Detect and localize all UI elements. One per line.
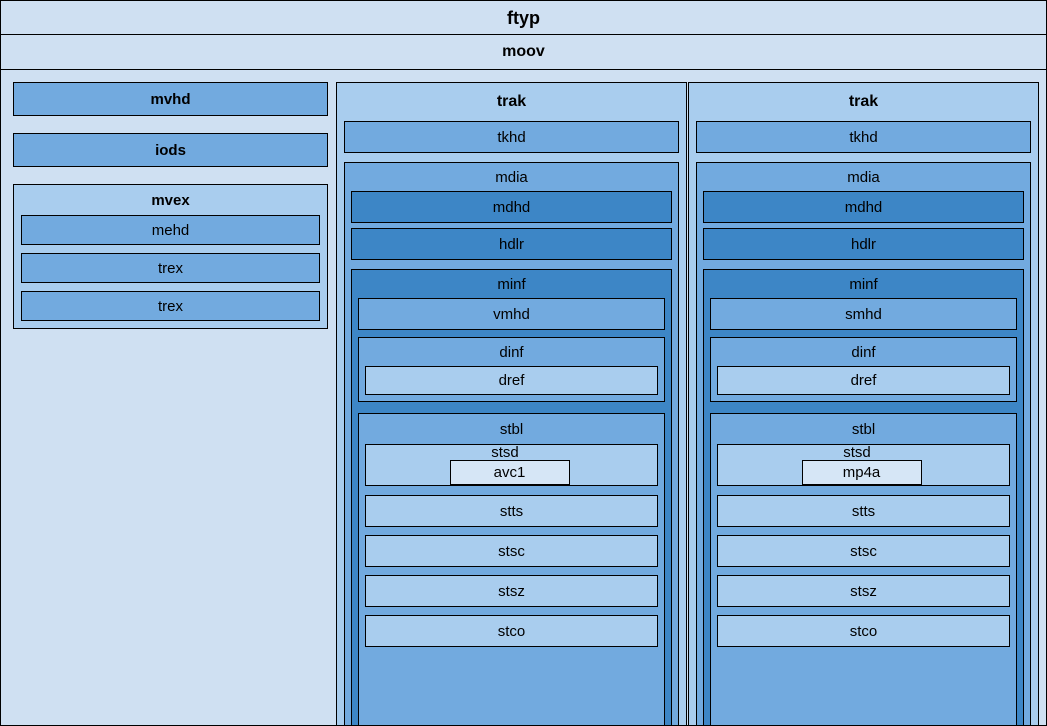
- box-stco-audio-label: stco: [849, 622, 878, 640]
- box-hdlr-audio: hdlr: [703, 228, 1024, 260]
- box-moov-header: moov: [1, 35, 1046, 70]
- box-mdhd-audio-label: mdhd: [844, 198, 883, 216]
- box-mdia-video-header: mdia: [351, 163, 672, 191]
- box-minf-audio-header: minf: [710, 270, 1017, 298]
- box-minf-audio: minf smhd dinf dref: [703, 269, 1024, 725]
- box-mvex: mvex mehd trex trex: [13, 184, 328, 329]
- box-dref-audio: dref: [717, 366, 1010, 395]
- box-trex-2-label: trex: [157, 297, 183, 315]
- box-mdia-video-label: mdia: [495, 168, 528, 186]
- box-iods-label: iods: [155, 141, 186, 159]
- box-dinf-audio: dinf dref: [710, 337, 1017, 402]
- box-mvex-header: mvex: [21, 185, 320, 215]
- box-smhd-label: smhd: [845, 305, 882, 323]
- box-stsd-audio: stsd mp4a: [717, 444, 1010, 486]
- box-stsc-audio-label: stsc: [850, 542, 877, 560]
- box-minf-audio-label: minf: [849, 275, 878, 293]
- box-stts-video: stts: [365, 495, 658, 527]
- box-stco-audio: stco: [717, 615, 1010, 647]
- box-stts-video-label: stts: [499, 502, 524, 520]
- box-codec-avc1-label: avc1: [493, 464, 526, 481]
- box-trak-audio: trak tkhd mdia mdhd hdlr: [688, 82, 1039, 725]
- box-mdia-audio: mdia mdhd hdlr minf smhd: [696, 162, 1031, 725]
- box-vmhd-label: vmhd: [493, 305, 530, 323]
- box-stsc-video-label: stsc: [498, 542, 525, 560]
- box-stsd-video: stsd avc1: [365, 444, 658, 486]
- box-vmhd: vmhd: [358, 298, 665, 330]
- box-ftyp-label: ftyp: [507, 7, 540, 28]
- box-dinf-video-header: dinf: [365, 338, 658, 366]
- box-hdlr-video-label: hdlr: [498, 235, 524, 253]
- box-stbl-audio-header: stbl: [717, 414, 1010, 444]
- box-minf-video-header: minf: [358, 270, 665, 298]
- box-trak-video-label: trak: [496, 93, 527, 110]
- box-stbl-audio: stbl stsd mp4a stts: [710, 413, 1017, 725]
- box-trex-2: trex: [21, 291, 320, 321]
- box-dinf-audio-label: dinf: [851, 343, 876, 361]
- box-stbl-video: stbl stsd avc1 stts: [358, 413, 665, 725]
- box-mdhd-video-label: mdhd: [492, 198, 531, 216]
- box-trak-audio-header: trak: [696, 83, 1031, 121]
- moov-body: mvhd iods mvex mehd trex tr: [1, 70, 1046, 725]
- box-mdia-audio-label: mdia: [847, 168, 880, 186]
- box-tkhd-audio: tkhd: [696, 121, 1031, 153]
- box-iods: iods: [13, 133, 328, 167]
- box-stts-audio-label: stts: [851, 502, 876, 520]
- box-mdia-video: mdia mdhd hdlr minf vmhd: [344, 162, 679, 725]
- box-dinf-audio-header: dinf: [717, 338, 1010, 366]
- box-trex-1: trex: [21, 253, 320, 283]
- box-dref-video: dref: [365, 366, 658, 395]
- box-codec-mp4a: mp4a: [801, 460, 922, 485]
- box-trak-video: trak tkhd mdia mdhd hdlr: [336, 82, 687, 725]
- box-stbl-video-header: stbl: [365, 414, 658, 444]
- box-mvex-label: mvex: [151, 191, 190, 209]
- box-codec-avc1: avc1: [449, 460, 570, 485]
- box-stco-video: stco: [365, 615, 658, 647]
- box-dinf-video-label: dinf: [499, 343, 524, 361]
- box-stsd-audio-label: stsd: [843, 444, 871, 461]
- box-mdia-audio-header: mdia: [703, 163, 1024, 191]
- box-mdhd-audio: mdhd: [703, 191, 1024, 223]
- box-tkhd-audio-label: tkhd: [849, 128, 878, 146]
- box-smhd: smhd: [710, 298, 1017, 330]
- box-ftyp: ftyp: [1, 1, 1046, 35]
- moov-left-column: mvhd iods mvex mehd trex tr: [13, 82, 328, 329]
- box-stsz-audio: stsz: [717, 575, 1010, 607]
- box-minf-video: minf vmhd dinf dref: [351, 269, 672, 725]
- box-mehd-label: mehd: [151, 221, 190, 239]
- box-mdhd-video: mdhd: [351, 191, 672, 223]
- box-trex-1-label: trex: [157, 259, 183, 277]
- box-mvhd-label: mvhd: [150, 90, 191, 108]
- box-stsz-video: stsz: [365, 575, 658, 607]
- box-minf-video-label: minf: [497, 275, 526, 293]
- box-codec-mp4a-label: mp4a: [842, 464, 881, 481]
- box-stbl-audio-label: stbl: [851, 420, 876, 438]
- box-stsc-audio: stsc: [717, 535, 1010, 567]
- box-trak-audio-label: trak: [848, 93, 879, 110]
- box-stsc-video: stsc: [365, 535, 658, 567]
- box-tkhd-video-label: tkhd: [497, 128, 526, 146]
- box-moov-label: moov: [502, 43, 545, 60]
- box-stsz-audio-label: stsz: [850, 582, 877, 600]
- box-stsz-video-label: stsz: [498, 582, 525, 600]
- box-moov: moov mvhd iods mvex mehd: [1, 35, 1046, 725]
- box-dref-audio-label: dref: [850, 372, 877, 389]
- box-stbl-video-label: stbl: [499, 420, 524, 438]
- box-mehd: mehd: [21, 215, 320, 245]
- box-dref-video-label: dref: [498, 372, 525, 389]
- box-stts-audio: stts: [717, 495, 1010, 527]
- box-hdlr-video: hdlr: [351, 228, 672, 260]
- box-hdlr-audio-label: hdlr: [850, 235, 876, 253]
- box-stco-video-label: stco: [497, 622, 526, 640]
- box-tkhd-video: tkhd: [344, 121, 679, 153]
- box-stsd-video-label: stsd: [491, 444, 519, 461]
- box-trak-video-header: trak: [344, 83, 679, 121]
- box-mvhd: mvhd: [13, 82, 328, 116]
- box-dinf-video: dinf dref: [358, 337, 665, 402]
